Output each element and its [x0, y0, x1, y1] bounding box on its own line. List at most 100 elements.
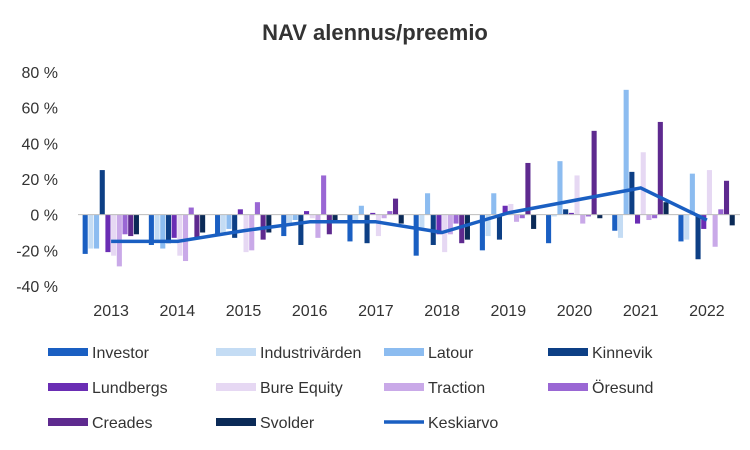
legend-swatch-industriv-rden [216, 348, 256, 356]
bar--resund-2015 [254, 202, 260, 215]
y-tick-label: 80 % [22, 65, 58, 82]
bar-creades-2021 [657, 121, 663, 215]
bar-investor-2022 [678, 214, 684, 242]
bar-investor-2015 [215, 214, 221, 237]
bar-industriv-rden-2015 [220, 214, 226, 233]
legend-label-lundbergs: Lundbergs [92, 380, 168, 397]
bar-creades-2017 [392, 198, 399, 215]
bar--resund-2014 [188, 207, 194, 215]
bar-latour-2018 [425, 193, 431, 215]
bar-traction-2016 [315, 214, 321, 238]
bar-industriv-rden-2017 [353, 214, 359, 224]
y-tick-label: -20 % [16, 243, 58, 260]
legend-swatch-kinnevik [548, 348, 588, 356]
legend-swatch-traction [384, 383, 424, 391]
bars [82, 89, 735, 267]
bar--resund-2013 [122, 214, 128, 235]
legend-label-investor: Investor [92, 345, 150, 362]
bar-bure-equity-2017 [375, 214, 381, 237]
legend-swatch-creades [48, 418, 88, 426]
bar-traction-2017 [381, 214, 387, 219]
bar-lundbergs-2021 [635, 214, 641, 224]
x-tick-label: 2014 [160, 303, 196, 320]
bar-creades-2018 [459, 214, 465, 244]
bar-investor-2021 [612, 214, 618, 231]
legend-swatch-lundbergs [48, 383, 88, 391]
y-tick-label: 40 % [22, 136, 58, 153]
bar--resund-2016 [321, 175, 327, 215]
bar-latour-2014 [160, 214, 166, 249]
bar--resund-2017 [387, 211, 393, 215]
bar--resund-2021 [652, 214, 658, 219]
x-axis-ticks: 2013 2014 2015 2016 2017 2018 2019 2020 2021 2022 [93, 303, 724, 320]
bar-svolder-2018 [464, 214, 470, 240]
bar-svolder-2013 [133, 214, 139, 235]
y-tick-label: 20 % [22, 172, 58, 189]
bar--resund-2020 [585, 214, 591, 217]
bar-svolder-2015 [266, 214, 272, 233]
y-tick-label: -40 % [16, 279, 58, 296]
bar-lundbergs-2022 [701, 214, 707, 229]
legend-label-keskiarvo: Keskiarvo [428, 415, 498, 432]
bar-lundbergs-2019 [502, 205, 508, 215]
x-tick-label: 2016 [292, 303, 328, 320]
legend-swatch--resund [548, 383, 588, 391]
bar-latour-2013 [94, 214, 100, 249]
bar-investor-2017 [347, 214, 353, 242]
bar-kinnevik-2022 [695, 214, 701, 260]
bar-industriv-rden-2019 [485, 214, 491, 237]
x-tick-label: 2017 [358, 303, 394, 320]
bar-traction-2019 [513, 214, 520, 222]
bar-traction-2018 [447, 214, 453, 235]
bar-kinnevik-2021 [629, 171, 635, 215]
bar-bure-equity-2013 [111, 214, 117, 256]
bar-bure-equity-2015 [243, 214, 249, 253]
bar-latour-2020 [557, 161, 563, 215]
bar-bure-equity-2016 [309, 214, 315, 219]
bar-bure-equity-2014 [177, 214, 183, 256]
bar-kinnevik-2017 [364, 214, 370, 244]
bar-traction-2014 [182, 214, 189, 262]
bar-creades-2014 [194, 214, 200, 238]
legend-label-creades: Creades [92, 415, 152, 432]
bar-traction-2022 [712, 214, 718, 247]
bar-latour-2022 [689, 173, 695, 215]
bar-industriv-rden-2018 [419, 214, 425, 229]
bar-bure-equity-2020 [574, 175, 580, 215]
bar-latour-2015 [226, 214, 232, 229]
bar-lundbergs-2018 [436, 214, 442, 235]
bar-svolder-2022 [729, 214, 735, 226]
y-tick-label: 60 % [22, 101, 58, 118]
legend-label-industriv-rden: Industrivärden [260, 345, 361, 362]
x-tick-label: 2021 [623, 303, 659, 320]
bar-kinnevik-2015 [232, 214, 238, 238]
bar--resund-2019 [519, 214, 525, 219]
bar-svolder-2019 [531, 214, 537, 229]
bar-creades-2016 [326, 214, 332, 235]
x-tick-label: 2015 [226, 303, 262, 320]
legend-label-svolder: Svolder [260, 415, 315, 432]
x-tick-label: 2020 [557, 303, 593, 320]
bar-industriv-rden-2021 [617, 214, 624, 238]
legend-swatch-svolder [216, 418, 256, 426]
bar-svolder-2021 [663, 202, 669, 215]
bar-industriv-rden-2014 [154, 214, 160, 242]
bar-latour-2019 [491, 193, 497, 215]
bar--resund-2022 [718, 209, 724, 215]
legend-swatch-bure-equity [216, 383, 256, 391]
bar-traction-2021 [646, 214, 652, 221]
average-line [111, 186, 708, 244]
bar-investor-2019 [479, 214, 485, 251]
x-tick-label: 2022 [689, 303, 725, 320]
x-tick-label: 2019 [491, 303, 527, 320]
legend-label-traction: Traction [428, 380, 485, 397]
y-tick-label: 0 % [30, 208, 58, 225]
bar-svolder-2016 [332, 214, 338, 221]
legend-label-kinnevik: Kinnevik [592, 345, 653, 362]
bar-traction-2020 [580, 214, 586, 224]
legend-label-latour: Latour [428, 345, 474, 362]
bar-lundbergs-2014 [171, 214, 177, 238]
bar-bure-equity-2021 [640, 152, 646, 215]
bar-investor-2018 [413, 214, 419, 256]
bar-traction-2015 [249, 214, 255, 251]
